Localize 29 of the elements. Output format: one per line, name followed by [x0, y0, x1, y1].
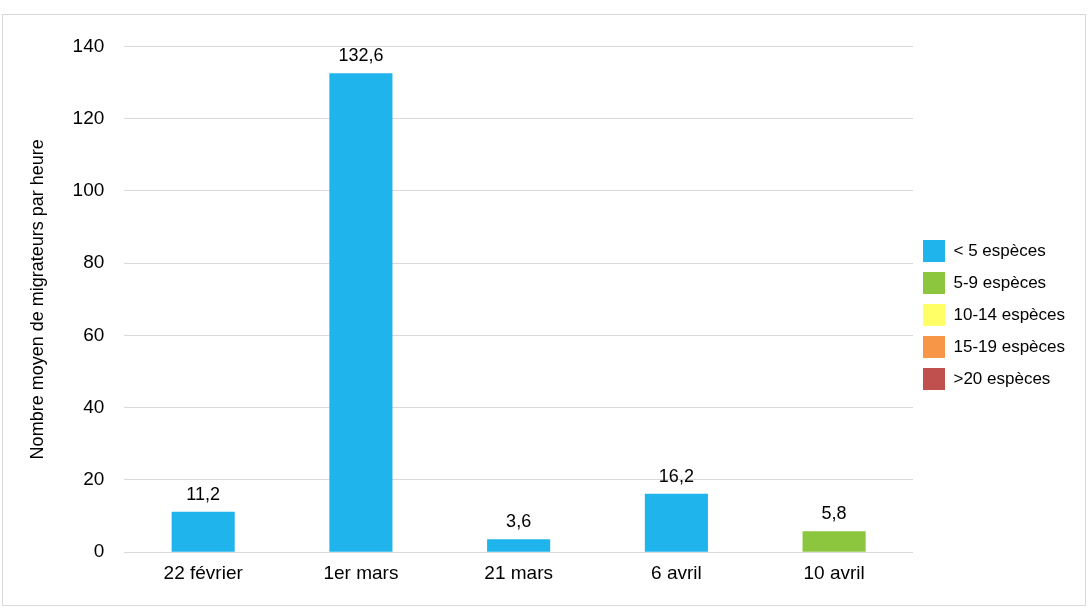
x-tick-label: 21 mars	[484, 561, 553, 583]
bar	[644, 493, 708, 552]
y-tick-label: 120	[72, 106, 105, 128]
data-label: 132,6	[338, 45, 384, 66]
data-label: 11,2	[186, 483, 221, 504]
bar	[329, 73, 393, 552]
data-label: 5,8	[821, 503, 847, 524]
y-tick-label: 40	[83, 395, 105, 417]
data-label: 16,2	[658, 465, 694, 486]
y-tick-label: 60	[83, 323, 105, 345]
bar	[171, 511, 235, 552]
legend-label: 10-14 espèces	[953, 304, 1066, 324]
legend-label: >20 espèces	[953, 368, 1051, 388]
x-tick-label: 22 février	[163, 561, 244, 583]
y-tick-label: 100	[72, 179, 105, 201]
bar	[802, 531, 866, 552]
legend-label: < 5 espèces	[953, 240, 1046, 260]
y-tick-label: 140	[72, 34, 105, 56]
bar	[487, 539, 551, 552]
x-tick-label: 10 avril	[803, 561, 865, 583]
y-axis-title: Nombre moyen de migrateurs par heure	[26, 139, 47, 460]
legend-label: 5-9 espèces	[953, 272, 1047, 292]
data-label: 3,6	[506, 511, 532, 532]
y-tick-label: 20	[83, 468, 105, 490]
x-tick-label: 1er mars	[323, 561, 399, 583]
y-tick-label: 80	[83, 251, 105, 273]
x-tick-label: 6 avril	[651, 561, 702, 583]
y-tick-label: 0	[93, 540, 105, 562]
legend-label: 15-19 espèces	[953, 336, 1066, 356]
